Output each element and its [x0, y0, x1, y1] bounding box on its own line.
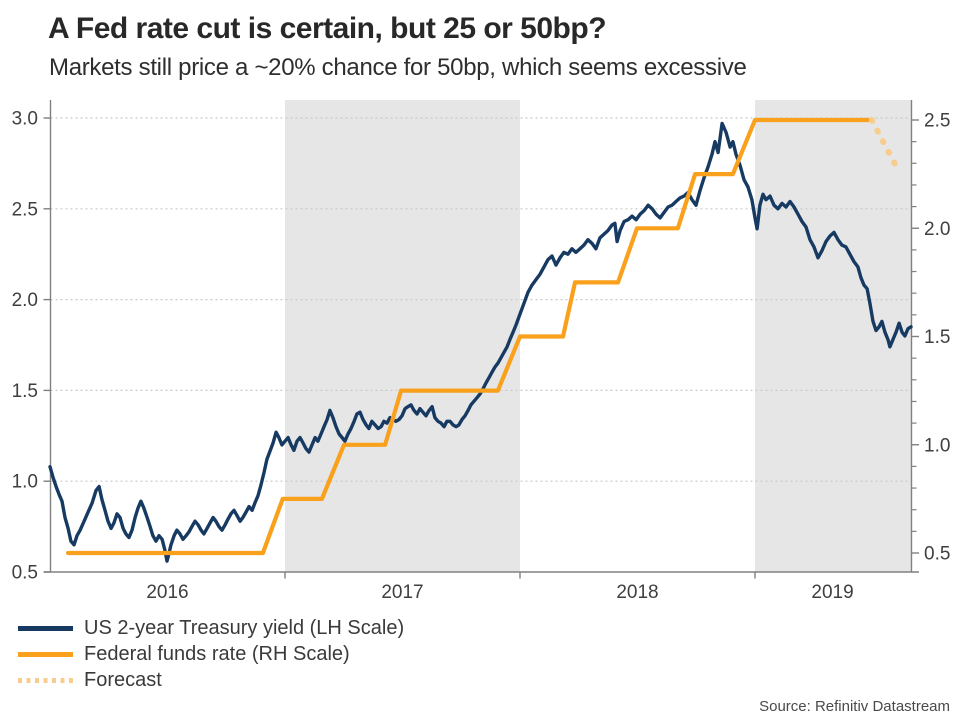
legend-label: Federal funds rate (RH Scale)	[84, 642, 350, 665]
left-axis-label: 3.0	[12, 109, 38, 130]
legend-label: Forecast	[84, 668, 162, 691]
right-axis-label: 1.0	[924, 435, 950, 456]
left-axis-label: 1.0	[12, 472, 38, 493]
data-series	[48, 117, 913, 563]
x-axis-year-label: 2019	[811, 582, 853, 603]
year-band	[285, 100, 520, 572]
legend-item-forecast: Forecast	[18, 667, 404, 693]
right-axis-label: 2.5	[924, 111, 950, 132]
x-axis-year-label: 2016	[146, 582, 188, 603]
x-axis-year-label: 2017	[381, 582, 423, 603]
chart-subtitle: Markets still price a ~20% chance for 50…	[49, 54, 747, 81]
legend-label: US 2-year Treasury yield (LH Scale)	[84, 616, 405, 639]
chart-legend: US 2-year Treasury yield (LH Scale) Fede…	[18, 615, 404, 693]
left-axis-label: 0.5	[12, 563, 38, 584]
x-axis-year-label: 2018	[616, 582, 658, 603]
right-axis-label: 2.0	[924, 219, 950, 240]
right-axis-label: 0.5	[924, 544, 950, 565]
axis-tick-labels: 0.5 1.0 1.5 2.0 2.5 3.0 0.5 1.0 1.5 2.0 2.5 2016 201…	[12, 109, 951, 604]
chart-title: A Fed rate cut is certain, but 25 or 50b…	[48, 12, 607, 45]
axes-and-ticks	[43, 100, 919, 579]
forecast-dotted-line	[868, 117, 903, 175]
legend-item-fed-funds: Federal funds rate (RH Scale)	[18, 641, 404, 667]
shaded-year-bands	[285, 100, 912, 572]
fed-funds-step-line	[65, 117, 874, 556]
left-axis-label: 1.5	[12, 381, 38, 402]
right-axis-label: 1.5	[924, 327, 950, 348]
left-axis-label: 2.0	[12, 290, 38, 311]
fed-funds-line-swatch	[18, 651, 73, 657]
forecast-dotted-swatch	[18, 677, 73, 683]
treasury-yield-line	[48, 121, 913, 563]
treasury-yield-line-swatch	[18, 625, 73, 631]
left-axis-label: 2.5	[12, 199, 38, 220]
source-attribution: Source: Refinitiv Datastream	[759, 698, 950, 715]
legend-item-treasury-yield: US 2-year Treasury yield (LH Scale)	[18, 615, 404, 641]
